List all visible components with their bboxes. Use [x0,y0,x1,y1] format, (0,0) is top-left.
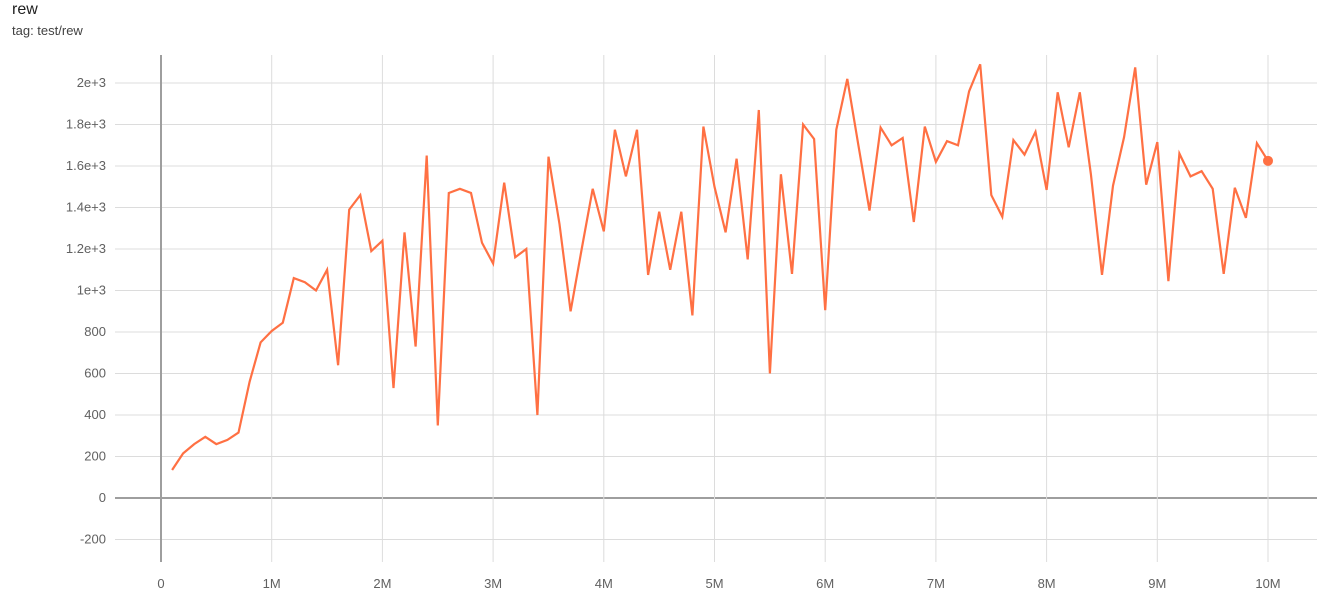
y-tick-label: -200 [80,532,106,547]
x-tick-label: 10M [1255,576,1280,591]
series [171,63,1273,471]
y-axis-labels: -200 0 200 400 600 800 1e+3 1.2e+3 1.4e+3 1.6e+3 1… [66,75,106,547]
x-tick-label: 6M [816,576,834,591]
x-tick-label: 2M [373,576,391,591]
x-tick-label: 3M [484,576,502,591]
grid [115,55,1317,562]
x-axis-labels: 0 1M 2M 3M 4M 5M 6M 7M 8M 9M 10M [157,576,1280,591]
y-tick-label: 1.2e+3 [66,241,106,256]
y-tick-label: 2e+3 [77,75,106,90]
data-point [1263,155,1273,166]
y-tick-label: 0 [99,490,106,505]
x-tick-label: 5M [705,576,723,591]
x-tick-label: 9M [1148,576,1166,591]
x-tick-label: 1M [263,576,281,591]
x-tick-label: 0 [157,576,164,591]
y-tick-label: 400 [84,407,106,422]
y-tick-label: 1.8e+3 [66,117,106,132]
chart-title: rew [12,1,38,18]
y-tick-label: 1.6e+3 [66,158,106,173]
x-tick-label: 4M [595,576,613,591]
y-tick-label: 200 [84,449,106,464]
y-tick-label: 1.4e+3 [66,200,106,215]
x-tick-label: 8M [1038,576,1056,591]
y-tick-label: 800 [84,324,106,339]
chart-tag: tag: test/rew [12,23,83,38]
series-line [171,63,1269,471]
x-tick-label: 7M [927,576,945,591]
y-tick-label: 600 [84,366,106,381]
y-tick-label: 1e+3 [77,283,106,298]
